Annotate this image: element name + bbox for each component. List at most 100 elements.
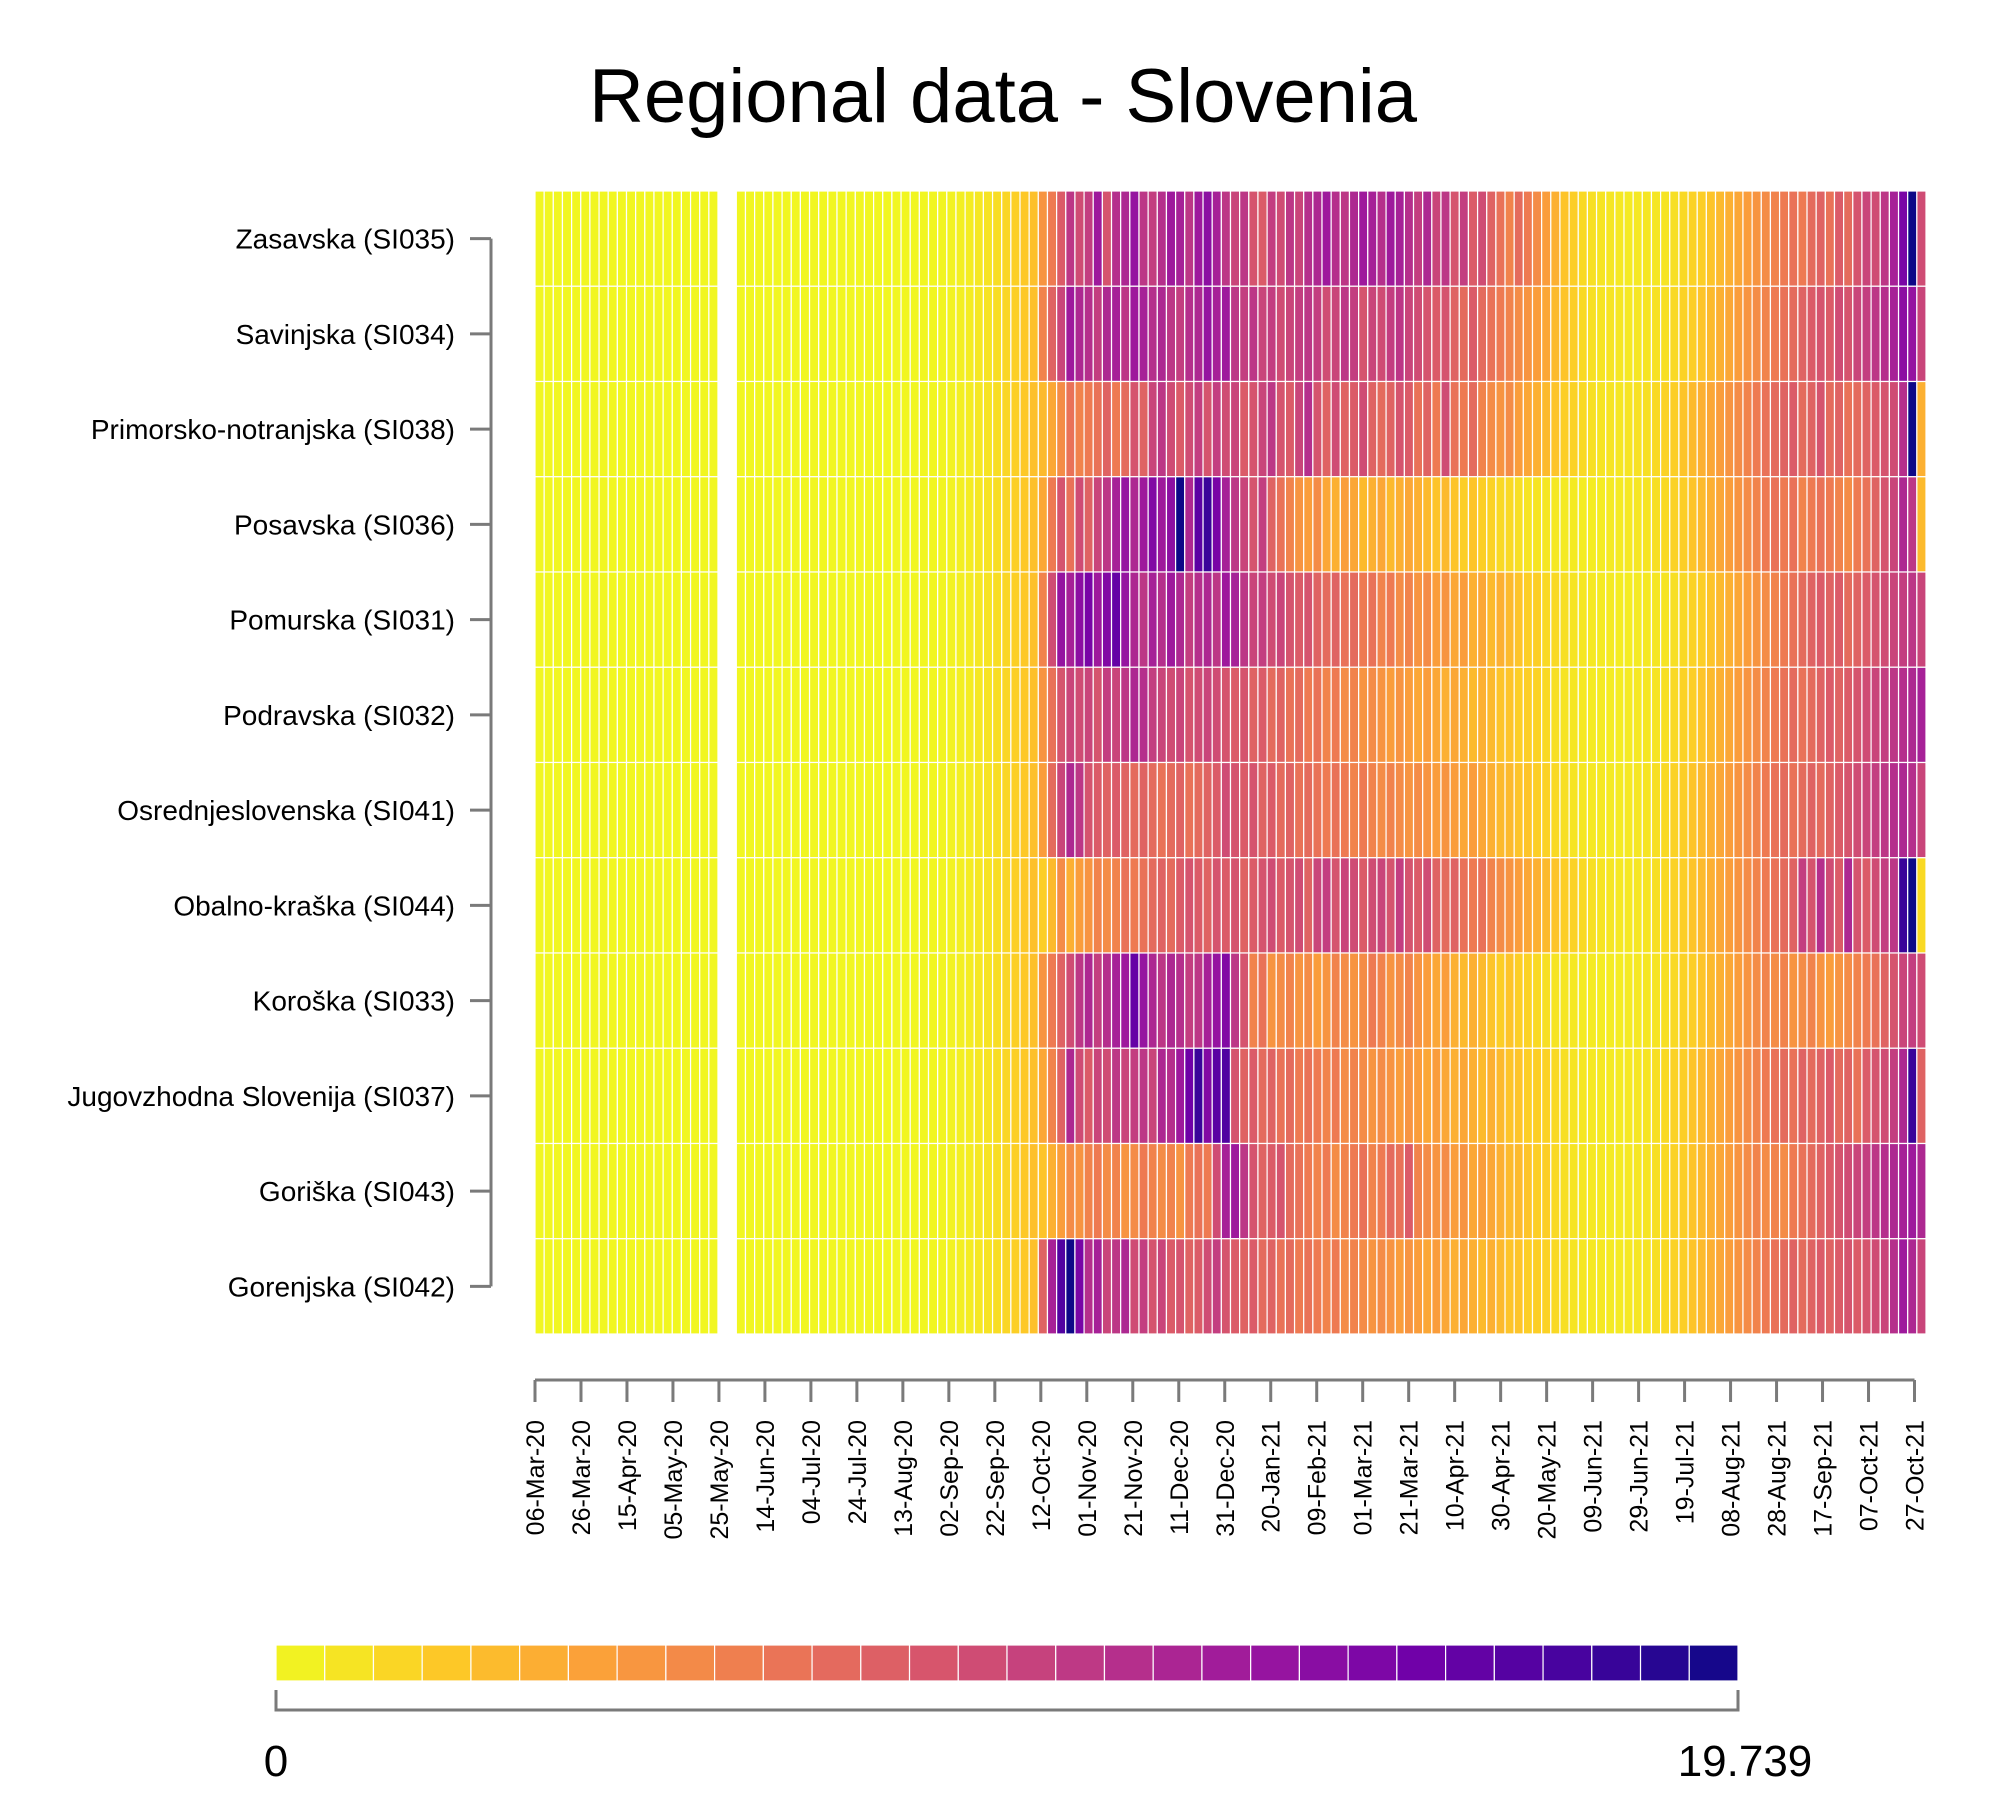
heatmap-cell — [781, 952, 792, 1049]
heatmap-cell — [1797, 190, 1808, 287]
heatmap-cell — [616, 666, 628, 764]
heatmap-cell — [598, 666, 609, 764]
heatmap-cell — [1522, 476, 1534, 573]
heatmap-cell — [671, 380, 683, 478]
heatmap-cell — [1056, 476, 1067, 573]
heatmap-cell — [662, 190, 673, 287]
heatmap-cell — [1833, 761, 1845, 859]
heatmap-cell — [1687, 952, 1698, 1049]
heatmap-cell — [1568, 190, 1579, 287]
heatmap-cell — [1293, 1047, 1305, 1145]
heatmap-cell — [708, 1142, 719, 1240]
heatmap-cell — [1595, 952, 1607, 1049]
heatmap-cell — [1458, 571, 1470, 668]
heatmap-cell — [1467, 380, 1479, 478]
column-label: 26-Mar-20 — [568, 1420, 596, 1535]
heatmap-cell — [1046, 285, 1058, 383]
heatmap-cell — [1321, 190, 1332, 287]
heatmap-cell — [1650, 1238, 1662, 1335]
heatmap-cell — [790, 571, 801, 668]
heatmap-cell — [1156, 857, 1168, 954]
heatmap-cell — [1303, 952, 1314, 1049]
heatmap-cell — [1595, 761, 1607, 859]
heatmap-cell — [699, 1142, 710, 1240]
heatmap-cell — [927, 380, 939, 478]
heatmap-cell — [1174, 857, 1186, 954]
heatmap-cell — [1861, 1238, 1872, 1335]
heatmap-cell — [1486, 285, 1497, 383]
heatmap-cell — [1046, 571, 1058, 668]
heatmap-cell — [946, 285, 957, 383]
legend-axis — [274, 1690, 1740, 1712]
heatmap-cell — [1660, 285, 1671, 383]
heatmap-cell — [571, 476, 582, 573]
heatmap-cell — [1678, 1047, 1689, 1145]
heatmap-cell — [589, 1238, 600, 1335]
heatmap-cell — [955, 1238, 966, 1335]
heatmap-cell — [1147, 952, 1158, 1049]
heatmap-cell — [1248, 285, 1259, 383]
heatmap-cell — [735, 285, 747, 383]
heatmap-cell — [1312, 1238, 1323, 1335]
heatmap-cell — [808, 952, 820, 1049]
heatmap-cell — [808, 1047, 820, 1145]
heatmap-cell — [1650, 380, 1662, 478]
heatmap-cell — [927, 190, 939, 287]
heatmap-cell — [1138, 476, 1149, 573]
heatmap-cell — [1623, 285, 1634, 383]
heatmap-cell — [1724, 1238, 1735, 1335]
heatmap-cell — [744, 1142, 756, 1240]
heatmap-cell — [1156, 285, 1168, 383]
heatmap-cell — [991, 666, 1003, 764]
heatmap-cell — [1422, 857, 1433, 954]
heatmap-cell — [1065, 952, 1076, 1049]
heatmap-cell — [1257, 380, 1268, 478]
heatmap-cell — [1788, 1238, 1799, 1335]
heatmap-cell — [927, 666, 939, 764]
heatmap-cell — [1458, 285, 1470, 383]
heatmap-cell — [1806, 857, 1817, 954]
column-label: 12-Oct-20 — [1028, 1420, 1056, 1531]
heatmap-cell — [625, 1142, 637, 1240]
heatmap-cell — [1495, 761, 1506, 859]
heatmap-cell — [1833, 190, 1845, 287]
heatmap-cell — [680, 666, 692, 764]
heatmap-cell — [1595, 857, 1607, 954]
heatmap-cell — [1678, 666, 1689, 764]
heatmap-cell — [1440, 1047, 1451, 1145]
heatmap-cell — [1879, 571, 1890, 668]
heatmap-cell — [1074, 761, 1085, 859]
legend-color-box — [1152, 1644, 1203, 1682]
heatmap-cell — [543, 1238, 554, 1335]
heatmap-cell — [1705, 952, 1717, 1049]
heatmap-cell — [1449, 952, 1460, 1049]
column-label: 17-Sep-21 — [1810, 1420, 1838, 1537]
heatmap-cell — [1092, 285, 1103, 383]
heatmap-cell — [1403, 190, 1415, 287]
heatmap-cell — [744, 571, 756, 668]
heatmap-cell — [1861, 952, 1872, 1049]
heatmap-cell — [580, 1238, 591, 1335]
heatmap-cell — [1431, 666, 1442, 764]
heatmap-cell — [763, 190, 774, 287]
heatmap-cell — [799, 1142, 811, 1240]
heatmap-cell — [763, 666, 774, 764]
heatmap-cell — [1550, 666, 1561, 764]
heatmap-cell — [662, 1142, 673, 1240]
heatmap-cell — [1001, 571, 1012, 668]
heatmap-cell — [1211, 666, 1222, 764]
heatmap-cell — [1422, 952, 1433, 1049]
heatmap-cell — [1184, 190, 1195, 287]
heatmap-cell — [735, 190, 747, 287]
heatmap-cell — [1916, 190, 1927, 287]
heatmap-cell — [1522, 1238, 1534, 1335]
legend-color-box — [372, 1644, 423, 1682]
heatmap-cell — [1293, 666, 1305, 764]
heatmap-cell — [1257, 476, 1268, 573]
legend-color-box — [1396, 1644, 1447, 1682]
heatmap-cell — [772, 666, 783, 764]
heatmap-cell — [1092, 857, 1103, 954]
heatmap-cell — [1486, 476, 1497, 573]
heatmap-cell — [1778, 1047, 1790, 1145]
heatmap-cell — [808, 666, 820, 764]
